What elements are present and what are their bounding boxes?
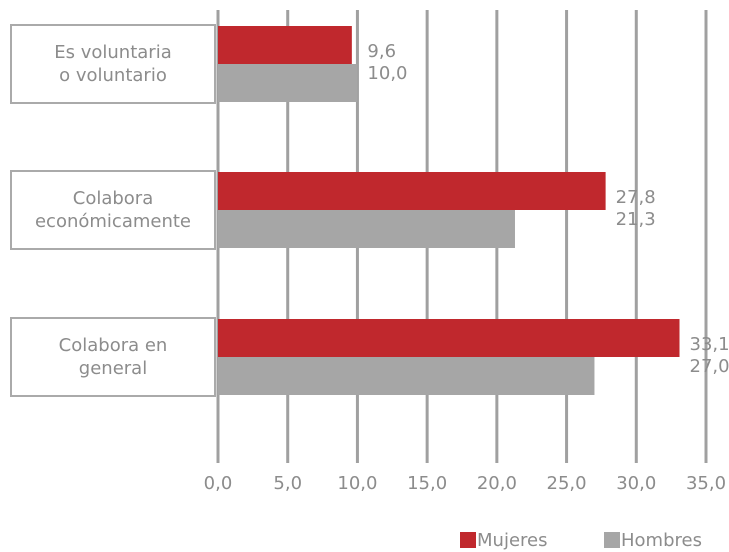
x-tick-label: 20,0 <box>477 473 517 494</box>
x-tick-label: 10,0 <box>337 473 377 494</box>
x-tick-label: 30,0 <box>616 473 656 494</box>
value-label: 9,6 <box>367 41 396 62</box>
category-label: Colabora económicamente <box>10 170 216 250</box>
category-label: Es voluntaria o voluntario <box>10 24 216 104</box>
bar <box>218 210 515 248</box>
bar <box>218 319 680 357</box>
category-label: Colabora en general <box>10 317 216 397</box>
value-label: 21,3 <box>616 209 656 230</box>
bar <box>218 172 606 210</box>
x-tick-label: 25,0 <box>547 473 587 494</box>
bar <box>218 64 358 102</box>
x-tick-label: 0,0 <box>204 473 233 494</box>
legend-swatch <box>460 532 476 548</box>
x-tick-label: 5,0 <box>273 473 302 494</box>
value-label: 27,0 <box>690 356 729 377</box>
value-label: 33,1 <box>690 334 729 355</box>
x-tick-label: 35,0 <box>686 473 726 494</box>
value-label: 10,0 <box>367 63 407 84</box>
bar <box>218 26 352 64</box>
legend-label: Hombres <box>621 530 702 551</box>
legend-swatch <box>604 532 620 548</box>
bar <box>218 357 595 395</box>
value-label: 27,8 <box>616 187 656 208</box>
legend-label: Mujeres <box>477 530 547 551</box>
x-tick-label: 15,0 <box>407 473 447 494</box>
